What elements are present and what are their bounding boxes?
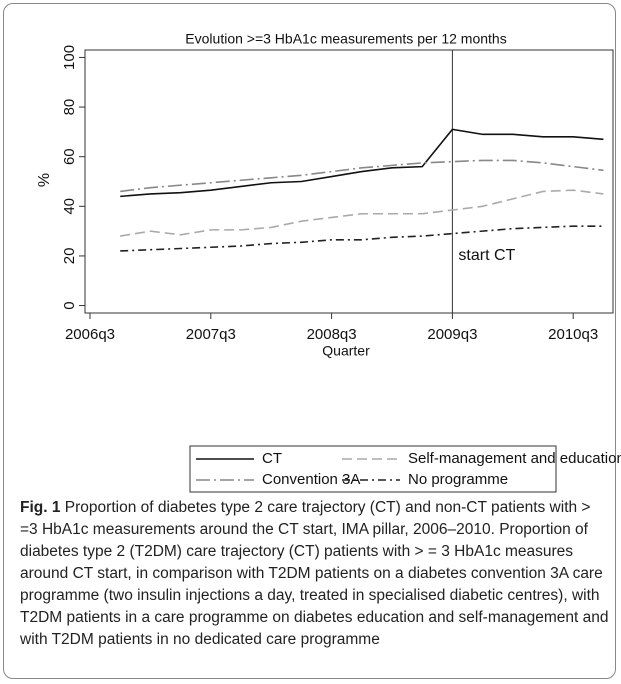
chart: Evolution >=3 HbA1c measurements per 12 …	[36, 31, 621, 493]
x-tick-label: 2007q3	[186, 326, 236, 343]
y-tick-label: 20	[61, 248, 78, 265]
x-tick-label: 2006q3	[65, 326, 115, 343]
series-line	[120, 128, 604, 198]
x-axis-label: Quarter	[322, 343, 370, 359]
caption: Fig. 1 Proportion of diabetes type 2 car…	[20, 497, 610, 651]
series-line	[120, 189, 604, 237]
caption-text: Proportion of diabetes type 2 care traje…	[20, 499, 609, 648]
legend-label: Self-management and education	[408, 450, 621, 467]
annotation: start CT	[458, 247, 515, 264]
y-tick-label: 0	[61, 301, 78, 309]
x-tick-label: 2008q3	[307, 326, 357, 343]
figure-frame	[3, 3, 616, 679]
series-line	[120, 159, 604, 193]
y-tick-label: 100	[61, 45, 78, 70]
x-tick-label: 2009q3	[427, 326, 477, 343]
legend-label: No programme	[408, 471, 508, 488]
legend-label: CT	[262, 450, 282, 467]
y-tick-label: 60	[61, 148, 78, 165]
chart-title: Evolution >=3 HbA1c measurements per 12 …	[185, 31, 506, 47]
y-axis-label: %	[36, 173, 53, 187]
legend-box	[189, 445, 557, 493]
caption-label: Fig. 1	[20, 499, 61, 516]
x-tick-label: 2010q3	[548, 326, 598, 343]
series-line	[120, 225, 604, 252]
y-tick-label: 40	[61, 198, 78, 215]
y-tick-label: 80	[61, 99, 78, 116]
legend-label: Convention 3A	[262, 471, 360, 488]
plot-frame	[84, 49, 614, 314]
